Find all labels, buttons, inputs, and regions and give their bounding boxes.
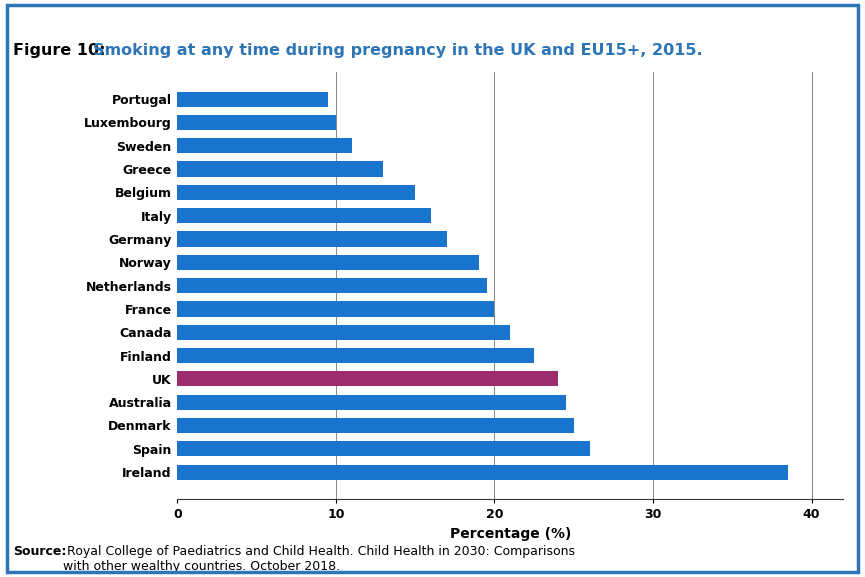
Bar xyxy=(177,231,447,246)
Text: Source:: Source: xyxy=(13,545,67,559)
Text: Smoking at any time during pregnancy in the UK and EU15+, 2015.: Smoking at any time during pregnancy in … xyxy=(93,43,702,58)
Text: Figure 10:: Figure 10: xyxy=(13,43,111,58)
Bar xyxy=(177,208,431,223)
X-axis label: Percentage (%): Percentage (%) xyxy=(450,527,571,541)
Bar xyxy=(177,115,336,130)
Bar xyxy=(177,254,478,270)
Bar xyxy=(177,162,383,177)
Bar xyxy=(177,278,486,293)
Bar xyxy=(177,185,415,200)
Bar xyxy=(177,464,788,479)
Bar xyxy=(177,418,573,433)
Bar xyxy=(177,441,590,456)
Bar xyxy=(177,395,566,410)
Bar xyxy=(177,301,495,317)
Bar xyxy=(177,325,510,340)
Bar xyxy=(177,92,328,107)
Bar xyxy=(177,371,558,387)
Bar xyxy=(177,138,352,153)
Bar xyxy=(177,348,534,363)
Text: Royal College of Paediatrics and Child Health. Child Health in 2030: Comparisons: Royal College of Paediatrics and Child H… xyxy=(63,545,575,574)
